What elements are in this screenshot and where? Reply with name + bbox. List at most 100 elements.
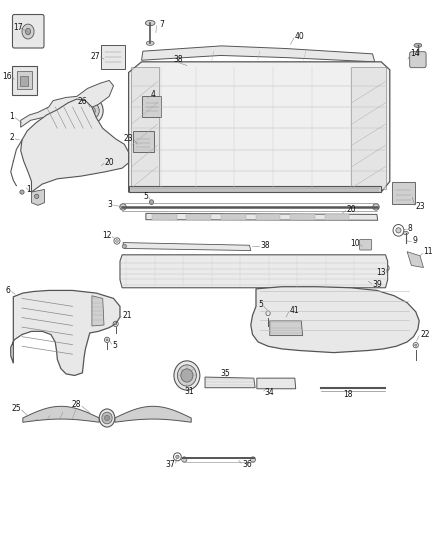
Text: 3: 3: [108, 200, 113, 209]
Text: 38: 38: [173, 55, 183, 63]
FancyBboxPatch shape: [392, 182, 415, 204]
Ellipse shape: [145, 20, 155, 26]
Ellipse shape: [414, 43, 422, 47]
Text: 9: 9: [412, 237, 417, 246]
Text: 4: 4: [151, 90, 156, 99]
Text: 39: 39: [373, 280, 382, 289]
Ellipse shape: [415, 344, 417, 346]
Ellipse shape: [149, 200, 154, 205]
Text: 22: 22: [420, 330, 430, 339]
Ellipse shape: [182, 457, 187, 462]
Ellipse shape: [251, 457, 255, 462]
Polygon shape: [115, 406, 191, 422]
Text: 20: 20: [346, 205, 356, 214]
Text: 25: 25: [11, 405, 21, 414]
Ellipse shape: [85, 103, 99, 119]
Ellipse shape: [35, 194, 39, 198]
Ellipse shape: [20, 190, 24, 194]
Ellipse shape: [177, 365, 196, 386]
FancyBboxPatch shape: [410, 52, 426, 68]
Polygon shape: [92, 296, 104, 326]
FancyBboxPatch shape: [221, 214, 246, 220]
Text: 31: 31: [185, 387, 194, 396]
Text: 21: 21: [122, 311, 132, 320]
Polygon shape: [257, 378, 296, 389]
Text: 23: 23: [124, 134, 133, 143]
Text: 20: 20: [105, 158, 114, 167]
Polygon shape: [129, 185, 381, 192]
Polygon shape: [23, 406, 99, 422]
Ellipse shape: [176, 455, 179, 458]
Polygon shape: [11, 290, 120, 375]
Text: 18: 18: [343, 390, 352, 399]
FancyBboxPatch shape: [12, 14, 44, 48]
Text: 5: 5: [113, 341, 117, 350]
Text: 34: 34: [265, 388, 274, 397]
Text: 12: 12: [102, 231, 111, 240]
Polygon shape: [351, 67, 386, 189]
Ellipse shape: [385, 267, 388, 269]
FancyBboxPatch shape: [325, 214, 349, 220]
Ellipse shape: [88, 107, 95, 115]
Polygon shape: [205, 377, 255, 387]
Ellipse shape: [396, 228, 401, 233]
Polygon shape: [32, 189, 44, 205]
Text: 7: 7: [159, 20, 164, 29]
Text: 14: 14: [410, 50, 420, 58]
Text: 28: 28: [72, 400, 81, 409]
FancyBboxPatch shape: [102, 45, 125, 69]
FancyBboxPatch shape: [360, 239, 372, 250]
FancyBboxPatch shape: [20, 76, 28, 86]
Text: 5: 5: [143, 192, 148, 201]
Polygon shape: [251, 287, 419, 353]
Polygon shape: [146, 213, 378, 220]
Ellipse shape: [25, 28, 31, 35]
Text: 1: 1: [10, 112, 14, 121]
Text: 41: 41: [290, 305, 299, 314]
Polygon shape: [21, 99, 129, 192]
Text: 8: 8: [408, 224, 413, 233]
Text: 5: 5: [258, 300, 263, 309]
Ellipse shape: [81, 98, 103, 124]
FancyBboxPatch shape: [12, 66, 37, 95]
Ellipse shape: [22, 24, 34, 39]
Text: 26: 26: [77, 97, 87, 106]
Ellipse shape: [99, 409, 115, 427]
Text: 36: 36: [242, 461, 252, 469]
FancyBboxPatch shape: [17, 71, 32, 90]
Polygon shape: [407, 252, 424, 268]
FancyBboxPatch shape: [152, 214, 177, 220]
Ellipse shape: [120, 204, 126, 210]
Ellipse shape: [174, 361, 200, 390]
Text: 2: 2: [10, 133, 14, 142]
Polygon shape: [120, 255, 388, 288]
Ellipse shape: [104, 415, 110, 421]
Ellipse shape: [122, 244, 127, 248]
Text: 6: 6: [6, 286, 11, 295]
FancyBboxPatch shape: [142, 96, 162, 117]
FancyBboxPatch shape: [187, 214, 211, 220]
Ellipse shape: [106, 339, 108, 341]
Polygon shape: [21, 80, 113, 127]
Text: 27: 27: [90, 52, 100, 61]
Polygon shape: [129, 62, 390, 192]
Ellipse shape: [115, 323, 117, 325]
Ellipse shape: [373, 204, 379, 210]
Ellipse shape: [146, 41, 154, 45]
Text: 37: 37: [165, 460, 175, 469]
Text: 10: 10: [350, 239, 360, 248]
Ellipse shape: [181, 369, 193, 382]
FancyBboxPatch shape: [290, 214, 314, 220]
Ellipse shape: [116, 240, 118, 243]
Text: 16: 16: [2, 71, 12, 80]
Text: 17: 17: [13, 23, 23, 32]
Text: 11: 11: [424, 247, 433, 256]
Text: 23: 23: [416, 203, 425, 212]
Text: 40: 40: [295, 33, 304, 42]
Polygon shape: [131, 67, 159, 189]
Polygon shape: [141, 46, 374, 62]
Text: 1: 1: [26, 185, 31, 194]
Ellipse shape: [403, 231, 408, 235]
Polygon shape: [123, 243, 251, 251]
Text: 38: 38: [260, 241, 270, 250]
